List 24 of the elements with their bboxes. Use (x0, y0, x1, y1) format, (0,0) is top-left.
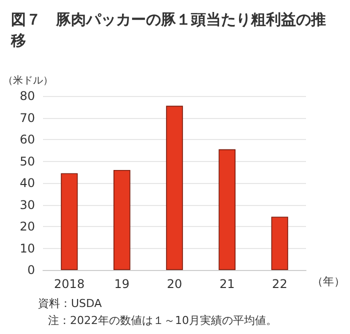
bar (60, 173, 78, 270)
bar (113, 170, 130, 270)
y-tick-label: 10 (20, 241, 35, 256)
text: 資料：USDA (38, 297, 102, 310)
y-tick-label: 40 (20, 176, 35, 190)
y-tick-label: 70 (20, 110, 35, 125)
x-tick-label: 19 (114, 277, 130, 291)
bar (271, 216, 288, 270)
x-tick-label: 22 (272, 277, 288, 291)
text: 注：2022年の数値は１～10月実績の平均値。 (48, 314, 277, 327)
x-axis-title: （年） (312, 275, 345, 288)
chart-title: 図７ 豚肉パッカーの豚１頭当たり粗利益の推移 (10, 10, 326, 50)
x-tick-label: 21 (219, 277, 235, 291)
y-tick-label: 50 (20, 154, 35, 168)
y-tick-label: 60 (20, 132, 35, 146)
y-tick-label: 0 (27, 263, 35, 277)
x-tick-label: 2018 (54, 277, 85, 291)
y-tick-label: 20 (20, 220, 35, 234)
y-axis-title: （米ドル） (3, 74, 53, 86)
x-tick-label: 20 (166, 277, 182, 291)
y-tick-label: 30 (20, 198, 35, 212)
bar (166, 106, 183, 270)
bar (218, 149, 236, 270)
y-tick-label: 80 (20, 89, 35, 103)
